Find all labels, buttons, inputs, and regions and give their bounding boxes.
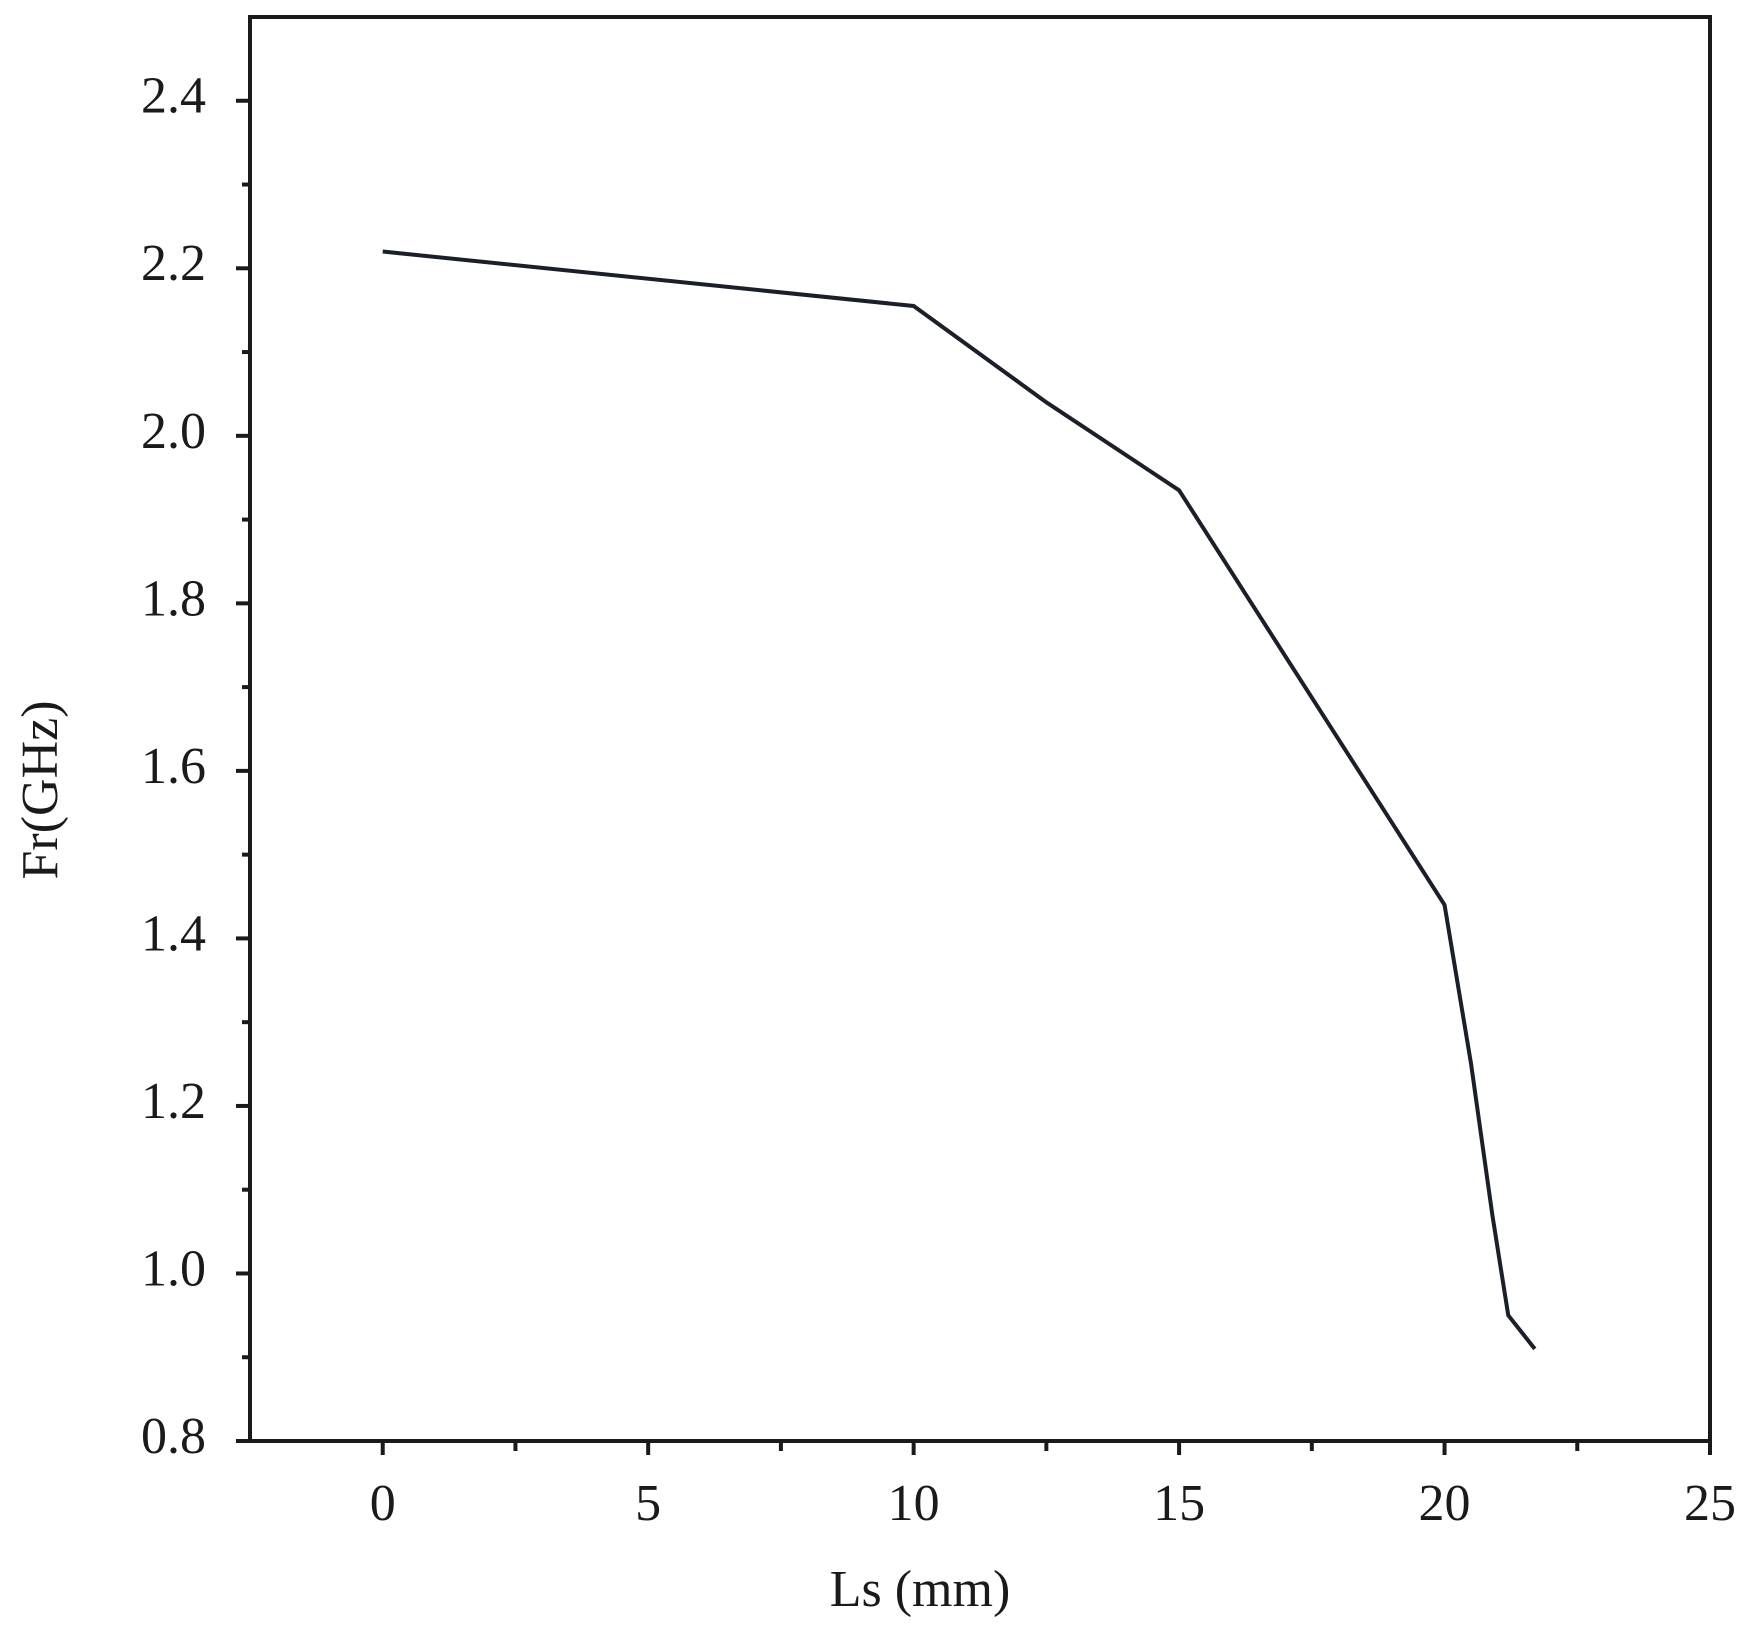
x-tick-label: 10 (888, 1475, 940, 1532)
y-tick-label: 1.8 (141, 570, 206, 627)
y-axis-title: Fr(GHz) (12, 700, 69, 879)
x-tick-label: 20 (1419, 1475, 1471, 1532)
x-tick-label: 25 (1684, 1475, 1736, 1532)
x-tick-label: 0 (370, 1475, 396, 1532)
y-tick-label: 1.0 (141, 1240, 206, 1297)
y-tick-label: 2.2 (141, 235, 206, 292)
y-tick-label: 1.2 (141, 1073, 206, 1130)
plot-frame (248, 15, 1712, 1443)
x-axis-title: Ls (mm) (830, 1561, 1011, 1618)
y-tick-label: 0.8 (141, 1408, 206, 1465)
x-tick-label: 15 (1153, 1475, 1205, 1532)
y-tick-label: 2.4 (141, 68, 206, 125)
data-line (382, 249, 1537, 1351)
y-tick-label: 1.6 (141, 738, 206, 795)
y-tick-label: 2.0 (141, 403, 206, 460)
x-tick-label: 5 (635, 1475, 661, 1532)
y-tick-label: 1.4 (141, 905, 206, 962)
